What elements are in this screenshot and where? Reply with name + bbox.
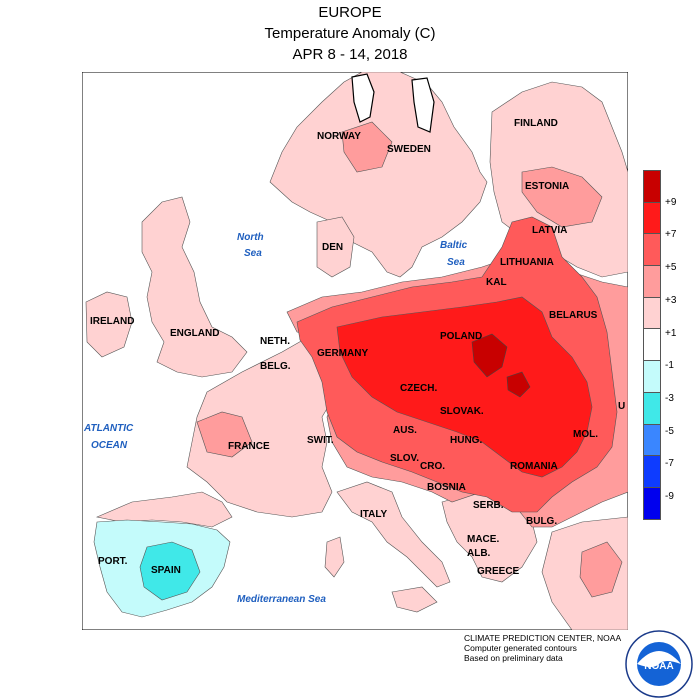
- label-atlantic-2: OCEAN: [91, 440, 128, 451]
- label-england: ENGLAND: [170, 328, 219, 339]
- map-title: EUROPE: [318, 4, 382, 21]
- label-north-sea-2: Sea: [244, 248, 262, 259]
- legend-swatch: [643, 233, 661, 267]
- legend-swatch: [643, 391, 661, 425]
- label-latvia: LATVIA: [532, 225, 567, 236]
- map-period: APR 8 - 14, 2018: [292, 46, 408, 63]
- legend-swatch: [643, 423, 661, 457]
- label-slovakia: SLOVAK.: [440, 406, 484, 417]
- label-spain: SPAIN: [151, 565, 181, 576]
- label-finland: FINLAND: [514, 118, 558, 129]
- label-baltic-1: Baltic: [440, 240, 468, 251]
- credit-line-2: Computer generated contours: [464, 643, 577, 653]
- land-extreme-anomaly: [471, 333, 531, 398]
- label-romania: ROMANIA: [510, 461, 558, 472]
- anomaly-map: NORWAY SWEDEN FINLAND ESTONIA LATVIA LIT…: [82, 72, 628, 630]
- land-very-strong-anomaly: [336, 296, 593, 478]
- legend-label: +5: [665, 262, 677, 274]
- legend-label: -1: [665, 360, 674, 372]
- label-atlantic-1: ATLANTIC: [83, 423, 134, 434]
- credit-text: CLIMATE PREDICTION CENTER, NOAA Computer…: [464, 633, 621, 663]
- label-ukraine: U: [618, 401, 625, 412]
- legend-label: -7: [665, 458, 674, 470]
- legend-label: +9: [665, 196, 677, 208]
- noaa-logo-text: NOAA: [644, 661, 673, 672]
- label-croatia: CRO.: [420, 461, 445, 472]
- label-kaliningrad: KAL: [486, 277, 507, 288]
- legend-swatch: [643, 201, 661, 235]
- legend-swatch: [643, 360, 661, 393]
- legend-swatch: [643, 170, 661, 203]
- label-italy: ITALY: [360, 509, 388, 520]
- sea-labels: North Sea Baltic Sea ATLANTIC OCEAN Medi…: [83, 232, 468, 605]
- label-france: FRANCE: [228, 441, 270, 452]
- label-sweden: SWEDEN: [387, 144, 431, 155]
- legend-swatch: [643, 486, 661, 520]
- label-baltic-2: Sea: [447, 257, 465, 268]
- legend-swatch: [643, 296, 661, 330]
- label-austria: AUS.: [393, 425, 417, 436]
- credit-line-3: Based on preliminary data: [464, 653, 563, 663]
- label-germany: GERMANY: [317, 348, 368, 359]
- label-estonia: ESTONIA: [525, 181, 569, 192]
- noaa-logo-bird-icon: [637, 651, 681, 667]
- label-poland: POLAND: [440, 331, 482, 342]
- credit-line-1: CLIMATE PREDICTION CENTER, NOAA: [464, 633, 622, 643]
- label-albania: ALB.: [467, 548, 491, 559]
- color-legend: [643, 170, 661, 520]
- label-portugal: PORT.: [98, 556, 128, 567]
- land-cool-anomaly: [93, 519, 231, 618]
- legend-label: -5: [665, 425, 674, 437]
- label-lithuania: LITHUANIA: [500, 257, 554, 268]
- label-ireland: IRELAND: [90, 316, 134, 327]
- label-moldova: MOL.: [573, 429, 598, 440]
- label-czech: CZECH.: [400, 383, 437, 394]
- label-denmark: DEN: [322, 242, 343, 253]
- label-serbia: SERB.: [473, 500, 504, 511]
- label-belgium: BELG.: [260, 361, 291, 372]
- label-slovenia: SLOV.: [390, 453, 419, 464]
- label-north-sea-1: North: [237, 232, 264, 243]
- label-belarus: BELARUS: [549, 310, 598, 321]
- label-macedonia: MACE.: [467, 534, 499, 545]
- legend-label: -3: [665, 392, 674, 404]
- legend-label: +1: [665, 327, 677, 339]
- land-neutral-anomaly: [351, 73, 435, 133]
- legend-swatch: [643, 328, 661, 362]
- legend-label: +7: [665, 229, 677, 241]
- legend-swatch: [643, 455, 661, 488]
- label-norway: NORWAY: [317, 131, 361, 142]
- legend-swatch: [643, 265, 661, 298]
- noaa-logo: NOAA: [625, 630, 693, 698]
- label-bosnia: BOSNIA: [427, 482, 466, 493]
- legend-label: -9: [665, 491, 674, 502]
- label-netherlands: NETH.: [260, 336, 290, 347]
- label-switzerland: SWIT.: [307, 435, 334, 446]
- label-mediterranean: Mediterranean Sea: [237, 594, 326, 605]
- map-subtitle: Temperature Anomaly (C): [264, 25, 436, 42]
- legend-label: +3: [665, 294, 677, 306]
- country-labels: NORWAY SWEDEN FINLAND ESTONIA LATVIA LIT…: [90, 118, 625, 577]
- label-hungary: HUNG.: [450, 435, 482, 446]
- label-greece: GREECE: [477, 566, 520, 577]
- label-bulgaria: BULG.: [526, 516, 557, 527]
